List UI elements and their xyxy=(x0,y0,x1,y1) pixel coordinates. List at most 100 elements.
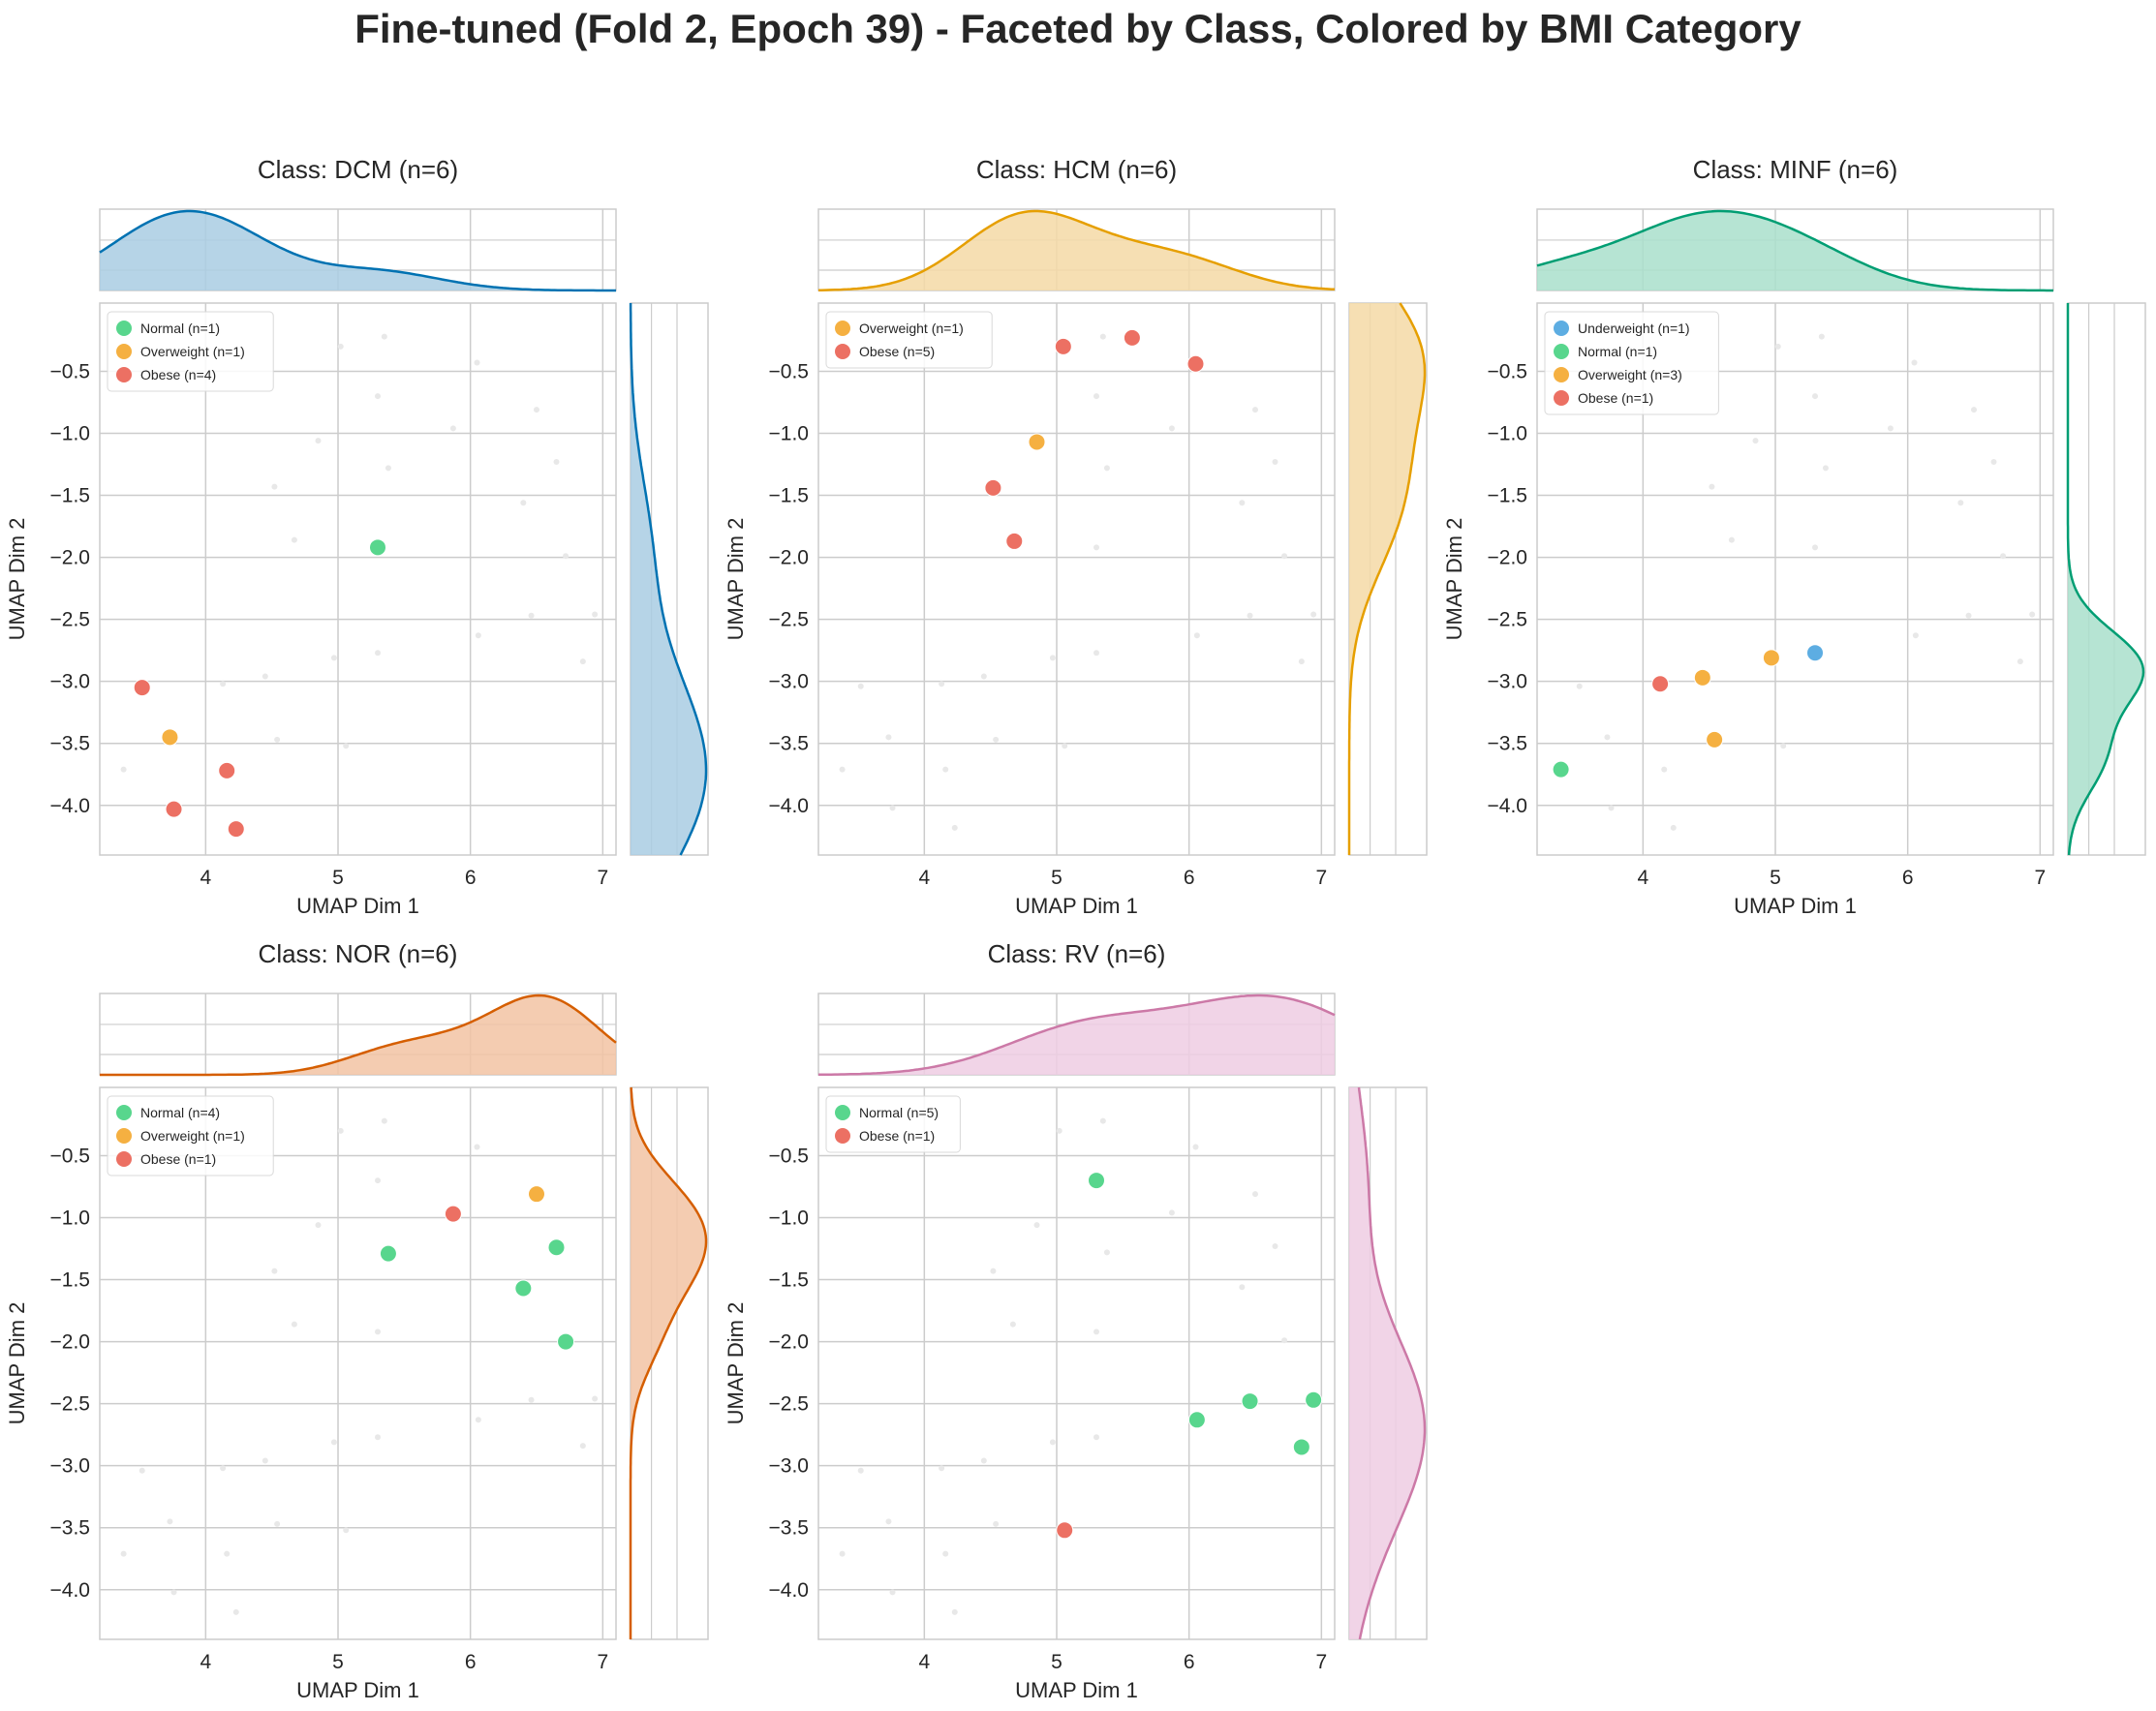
background-point xyxy=(1103,465,1110,472)
side-kde-line xyxy=(1347,302,1427,855)
top-kde-fill xyxy=(100,211,616,290)
background-point xyxy=(1670,824,1677,831)
data-point xyxy=(369,538,386,557)
background-point xyxy=(337,1127,344,1134)
legend-box xyxy=(825,311,993,369)
top-kde-fill xyxy=(1537,211,2053,290)
side-kde-fill xyxy=(631,1087,706,1639)
data-point xyxy=(514,1279,533,1298)
background-point xyxy=(170,1589,177,1596)
y-axis-label: UMAP Dim 2 xyxy=(1442,518,1466,641)
background-point xyxy=(1887,425,1894,432)
top-kde-fill xyxy=(818,211,1335,290)
y-tick-label: −2.0 xyxy=(769,1331,809,1354)
background-point xyxy=(1033,1222,1040,1229)
background-point xyxy=(474,1144,480,1150)
background-point xyxy=(2017,658,2023,665)
y-tick-label: −0.5 xyxy=(769,360,809,382)
top-kde-line xyxy=(1536,209,2053,292)
data-point xyxy=(1187,1411,1206,1429)
background-point xyxy=(1965,612,1972,619)
x-tick-label: 4 xyxy=(918,867,930,889)
y-tick-label: −4.0 xyxy=(50,795,90,817)
background-point xyxy=(939,1465,945,1472)
background-point xyxy=(315,1222,322,1229)
background-point xyxy=(951,824,958,831)
background-point xyxy=(520,500,527,506)
background-point xyxy=(2000,553,2007,560)
x-tick-label: 7 xyxy=(1315,867,1327,889)
background-point xyxy=(528,612,535,619)
y-tick-label: −2.5 xyxy=(50,1393,90,1416)
background-point xyxy=(942,1550,949,1557)
y-tick-label: −3.0 xyxy=(50,671,90,693)
background-point xyxy=(1192,1144,1199,1150)
background-point xyxy=(1281,1337,1288,1344)
background-point xyxy=(993,1520,1000,1527)
x-axis-label: UMAP Dim 1 xyxy=(1734,894,1857,918)
plot-area xyxy=(817,302,1336,856)
x-tick-label: 6 xyxy=(465,867,477,889)
background-point xyxy=(1912,632,1919,639)
x-tick-label: 5 xyxy=(1051,1651,1063,1673)
legend-label: Overweight (n=3) xyxy=(1578,367,1682,382)
x-tick-label: 5 xyxy=(332,1651,344,1673)
data-point xyxy=(227,820,245,839)
background-point xyxy=(885,734,892,741)
x-tick-label: 6 xyxy=(1184,867,1195,889)
background-point xyxy=(1728,536,1735,543)
data-point xyxy=(1693,668,1711,687)
side-kde-line xyxy=(629,303,708,856)
background-point xyxy=(1709,483,1715,490)
y-tick-label: −3.0 xyxy=(1488,671,1527,693)
x-tick-label: 7 xyxy=(2034,867,2046,889)
x-tick-label: 6 xyxy=(1184,1651,1195,1673)
facet-title: Class: MINF (n=6) xyxy=(1693,155,1898,184)
background-point xyxy=(528,1396,535,1403)
background-point xyxy=(553,458,560,465)
x-tick-label: 4 xyxy=(200,1651,211,1673)
background-point xyxy=(980,673,987,680)
background-point xyxy=(951,1608,958,1615)
background-point xyxy=(592,611,599,618)
data-point xyxy=(1054,337,1072,355)
background-point xyxy=(1099,1117,1106,1124)
legend-marker xyxy=(116,367,132,382)
background-point xyxy=(375,1177,381,1184)
y-tick-label: −2.5 xyxy=(50,609,90,631)
legend-label: Obese (n=1) xyxy=(140,1151,216,1167)
legend-label: Normal (n=1) xyxy=(140,321,220,336)
background-point xyxy=(839,766,846,773)
side-kde-fill xyxy=(1349,1087,1425,1639)
y-tick-label: −3.5 xyxy=(769,733,809,755)
legend-label: Overweight (n=1) xyxy=(140,1128,245,1144)
background-point xyxy=(1168,1209,1175,1216)
background-point xyxy=(990,1268,997,1274)
background-point xyxy=(330,1439,337,1446)
data-point xyxy=(133,679,151,697)
x-axis-label: UMAP Dim 1 xyxy=(1015,1678,1138,1702)
y-tick-label: −0.5 xyxy=(1488,360,1527,382)
background-point xyxy=(592,1395,599,1402)
background-point xyxy=(942,766,949,773)
background-point xyxy=(1752,438,1759,444)
top-kde-line xyxy=(99,209,616,292)
background-point xyxy=(1252,407,1258,413)
facet-title: Class: DCM (n=6) xyxy=(258,155,458,184)
side-kde-line xyxy=(1357,1086,1427,1640)
data-point xyxy=(1706,730,1724,749)
y-tick-label: −2.0 xyxy=(50,547,90,569)
background-point xyxy=(220,681,227,687)
background-point xyxy=(232,1608,239,1615)
y-tick-label: −2.0 xyxy=(1488,547,1527,569)
background-point xyxy=(980,1457,987,1464)
top-kde-line xyxy=(100,993,617,1077)
side-kde-fill xyxy=(1349,303,1425,855)
data-point xyxy=(1651,675,1670,693)
x-tick-label: 4 xyxy=(200,867,211,889)
background-point xyxy=(330,655,337,661)
background-point xyxy=(1239,1284,1246,1291)
facet-title: Class: HCM (n=6) xyxy=(976,155,1177,184)
background-point xyxy=(1272,1242,1278,1249)
